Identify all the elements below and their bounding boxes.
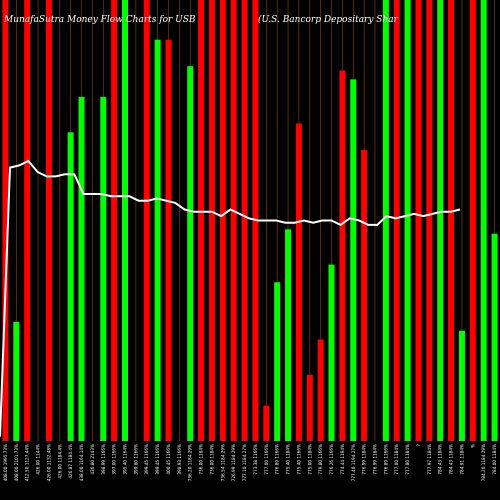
x-tick-label: 736.20 1184.29% [188, 444, 193, 481]
x-tick-label: 777.00 1166% [264, 444, 269, 475]
bar-up [100, 97, 107, 442]
x-tick-label: 399.45 1166% [155, 444, 160, 475]
bar-down [230, 0, 237, 441]
bar-down [393, 0, 400, 441]
x-tick-labels: 408.00 1995.73% 408.00 2101.73% 412.50 112… [3, 444, 497, 481]
x-tick-label: 412.50 1127.44% [25, 444, 30, 481]
chart-title-right: (U.S. Bancorp Depositary Shar [258, 14, 399, 25]
bar-up [13, 321, 20, 441]
chart-title-left: MunafaSutra Money Flow Charts for USB [3, 15, 196, 25]
x-tick-label: 399.45 1166% [144, 444, 149, 475]
x-tick-label: 426.00 1132.48% [46, 444, 51, 481]
bar-down [208, 0, 215, 441]
x-tick-label: 784.43 1184% [438, 444, 443, 475]
money-flow-line [0, 159, 461, 437]
x-tick-label: 397.00 1166% [112, 444, 117, 475]
bar-up [187, 66, 194, 442]
bar-down [295, 123, 302, 441]
x-tick-label: % [470, 444, 475, 448]
x-tick-label: 438.00 1164.14% [79, 444, 84, 481]
x-tick-label: ? [416, 444, 421, 446]
bar-up [404, 0, 411, 441]
x-tick-label: 400.45 1166% [166, 444, 171, 475]
bar-down [24, 0, 31, 441]
bar-up [437, 0, 444, 441]
bar-up [328, 264, 335, 441]
x-tick-label: 726.99 1184.29% [231, 444, 236, 481]
bar-down [263, 405, 270, 441]
bar-down [198, 0, 205, 441]
bar-up [78, 97, 85, 442]
x-tick-label: 426.87 1184.4% [68, 444, 73, 479]
x-tick-label: 399.80 1166% [133, 444, 138, 475]
x-tick-label: 777.40 1194.27% [351, 444, 356, 481]
bar-down [2, 0, 9, 441]
bar-down [143, 0, 150, 441]
bar-down [241, 0, 248, 441]
bar-up [458, 330, 465, 441]
bar-up [350, 79, 357, 441]
bar-up [67, 132, 74, 442]
x-tick-label: 398.93 1166% [177, 444, 182, 475]
bar-down [448, 0, 455, 441]
x-tick-label: 784.20 1184.29% [481, 444, 486, 481]
x-tick-label: 776.89 1166% [275, 444, 280, 475]
x-tick-label: 776.26 1166% [329, 444, 334, 475]
x-tick-label: 776.99 1184% [373, 444, 378, 475]
bar-down [339, 70, 346, 441]
x-tick-label: 773.38 1166% [253, 444, 258, 475]
x-tick-label: 777.97 1184% [427, 444, 432, 475]
x-tick-label: 775.40 1184% [286, 444, 291, 475]
x-tick-label: 779.80 1166% [318, 444, 323, 475]
x-tick-label: 426.00 1144% [36, 444, 41, 475]
x-tick-label: 736.00 1184% [209, 444, 214, 475]
x-tick-label: 408.00 2101.73% [14, 444, 19, 481]
x-tick-label: 777.80 1184% [405, 444, 410, 475]
bar-down [469, 0, 476, 441]
x-tick-label: 426.00 1184.4% [57, 444, 62, 479]
bar-down [45, 0, 52, 441]
x-tick-label: 784.00 1184% [492, 444, 497, 475]
bar-down [165, 39, 172, 441]
bar-down [111, 0, 118, 441]
x-tick-label: 775.00 1184% [307, 444, 312, 475]
bar-up [382, 0, 389, 441]
x-tick-label: 777.10 1184.27% [242, 444, 247, 481]
x-tick-label: 777.00 1184% [394, 444, 399, 475]
bar-up [480, 0, 487, 441]
x-tick-label: 398.99 1166% [101, 444, 106, 475]
bar-up [122, 0, 128, 441]
bar-down [219, 0, 226, 441]
x-tick-label: 408.00 1995.73% [3, 444, 8, 481]
x-tick-label: 784.43 1184% [449, 444, 454, 475]
x-tick-label: 774.44 1194% [340, 444, 345, 475]
x-tick-label: 436.80 2143% [90, 444, 95, 475]
x-tick-label: 736.00 1184% [199, 444, 204, 475]
bar-down [415, 0, 422, 441]
x-tick-label: 395.40 1164% [123, 444, 128, 475]
bar-up [285, 229, 292, 441]
x-tick-label: 776.89 1166% [383, 444, 388, 475]
bar-down [317, 339, 324, 441]
bar-down [306, 374, 313, 441]
x-tick-label: 776.99 1184% [362, 444, 367, 475]
bar-up [274, 282, 281, 441]
bar-up [491, 233, 498, 441]
x-tick-label: 775.40 1166% [296, 444, 301, 475]
bar-up [154, 39, 161, 441]
bar-down [361, 149, 368, 441]
x-tick-label: 784.91 1184% [459, 444, 464, 475]
x-tick-label: 736.54 1184.29% [220, 444, 225, 481]
bar-down [426, 0, 433, 441]
